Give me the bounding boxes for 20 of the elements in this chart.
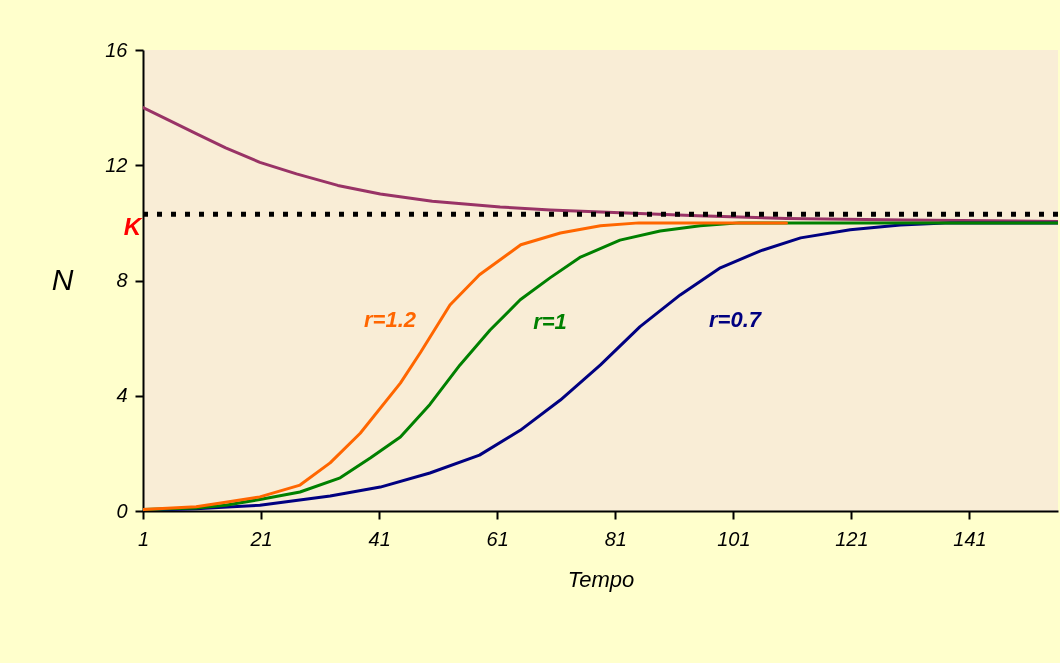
line-series [143, 221, 788, 511]
x-tick-label: 61 [486, 527, 509, 550]
x-tick-label: 1 [137, 527, 150, 550]
x-axis-title: Tempo [567, 566, 635, 592]
y-tick-label: 12 [105, 153, 128, 176]
ref-line-label: K [123, 213, 143, 241]
y-tick-label: 0 [116, 499, 128, 522]
x-tick-label: 81 [604, 527, 627, 550]
y-tick-label: 4 [116, 384, 128, 407]
x-tick-label: 21 [249, 527, 273, 550]
annotation: r=0.7 [709, 307, 763, 332]
y-tick-label: 16 [105, 38, 129, 61]
y-tick-label: 8 [116, 269, 128, 291]
x-tick-label: 41 [368, 527, 391, 550]
x-tick-label: 141 [953, 527, 987, 550]
y-axis-title: N [51, 262, 74, 296]
x-tick-label: 121 [835, 527, 869, 550]
x-tick-label: 101 [717, 527, 751, 550]
annotation: r=1.2 [364, 307, 417, 332]
annotation: r=1 [533, 309, 567, 334]
